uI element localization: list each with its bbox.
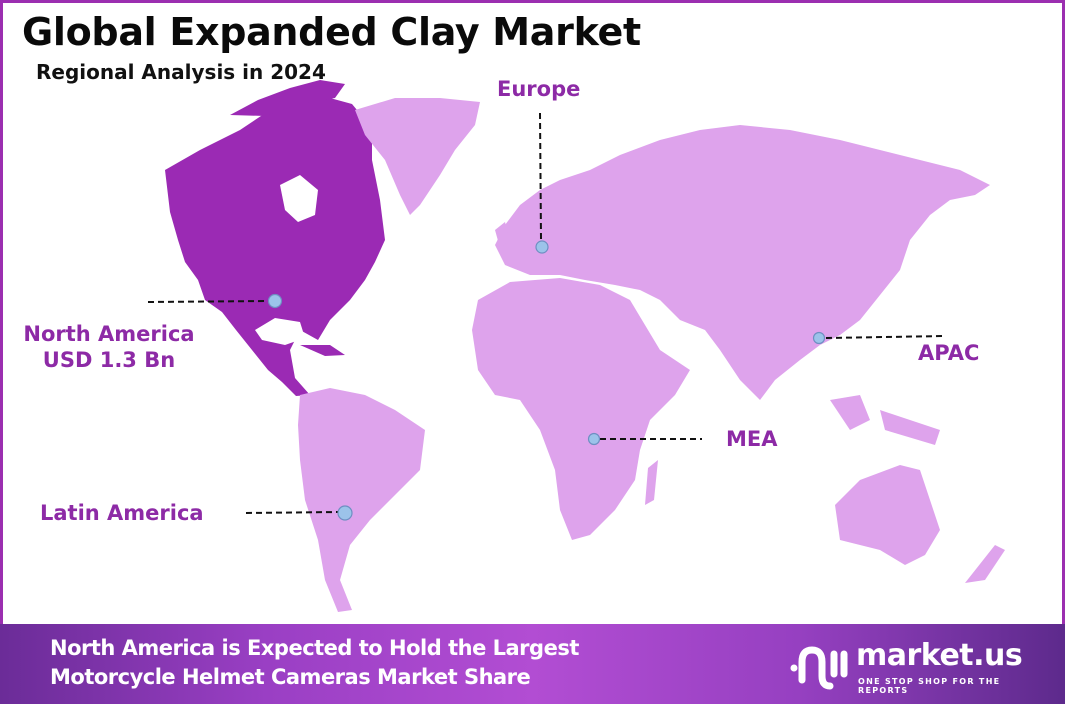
- region-value: USD 1.3 Bn: [42, 348, 176, 373]
- page-title: Global Expanded Clay Market: [22, 10, 641, 54]
- marker-mea: [587, 432, 601, 446]
- marker-north-america: [267, 293, 283, 309]
- label-apac: APAC: [918, 341, 980, 365]
- label-europe: Europe: [497, 77, 581, 101]
- label-mea: MEA: [726, 427, 778, 451]
- world-map: [147, 80, 1005, 612]
- footer-line-2: Motorcycle Helmet Cameras Market Share: [50, 665, 531, 689]
- africa-shape: [472, 278, 690, 540]
- australia-shape: [835, 465, 940, 565]
- leader-lines: [147, 112, 946, 514]
- region-name: North America: [23, 322, 195, 346]
- other-regions-shapes: [298, 98, 1005, 612]
- brand-logo: market.us ONE STOP SHOP FOR THE REPORTS: [790, 638, 1040, 695]
- gulf-of-mexico: [255, 318, 305, 345]
- footer-headline: North America is Expected to Hold the La…: [50, 634, 579, 692]
- hudson-bay: [280, 175, 318, 222]
- marker-latin-america: [337, 505, 353, 521]
- market-us-logo-icon: [790, 646, 848, 690]
- label-north-america: North America USD 1.3 Bn: [14, 321, 204, 374]
- page-subtitle: Regional Analysis in 2024: [36, 60, 326, 84]
- region-north-america-shape: [165, 80, 385, 396]
- brand-tagline: ONE STOP SHOP FOR THE REPORTS: [858, 677, 1001, 695]
- marker-apac: [812, 331, 826, 345]
- brand-name: market.us: [856, 638, 1023, 673]
- eurasia-shape: [495, 125, 990, 400]
- region-markers: [267, 240, 826, 521]
- footer-banner: North America is Expected to Hold the La…: [0, 624, 1065, 704]
- label-latin-america: Latin America: [40, 501, 204, 525]
- greenland-shape: [355, 98, 480, 215]
- marker-europe: [535, 240, 549, 254]
- footer-line-1: North America is Expected to Hold the La…: [50, 636, 579, 660]
- south-america-shape: [298, 388, 425, 612]
